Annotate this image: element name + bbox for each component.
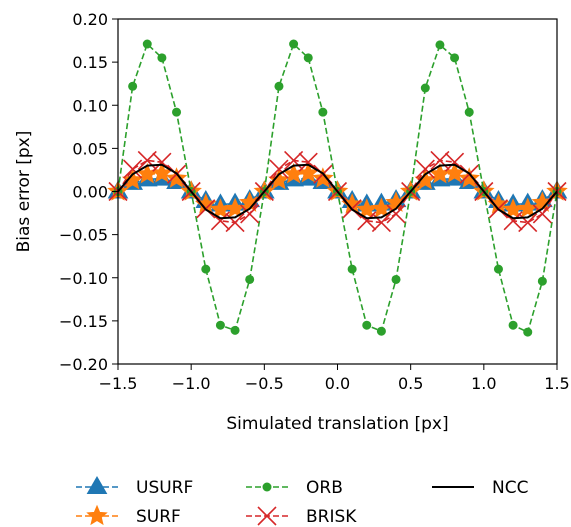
data-point-circle — [230, 325, 240, 335]
y-tick-label: −0.05 — [59, 226, 108, 245]
y-tick-label: 0.00 — [72, 183, 108, 202]
x-axis-ticks: −1.5 −1.0 −0.5 0.0 0.5 1.0 1.5 — [99, 364, 570, 393]
x-tick-label: −1.5 — [99, 374, 138, 393]
data-point-circle — [537, 276, 547, 286]
series-ncc — [117, 163, 558, 220]
data-point-circle — [215, 320, 225, 330]
x-tick-label: 0.5 — [398, 374, 423, 393]
y-tick-label: −0.20 — [59, 355, 108, 374]
y-tick-label: 0.15 — [72, 53, 108, 72]
data-point-circle — [262, 482, 272, 492]
legend-entry-orb: ORB — [246, 478, 343, 498]
legend-entry-brisk: BRISK — [246, 506, 357, 527]
data-point-circle — [274, 81, 284, 91]
data-point-circle — [172, 107, 182, 117]
data-point-circle — [376, 326, 386, 336]
y-tick-label: 0.05 — [72, 139, 108, 158]
data-point-circle — [523, 327, 533, 337]
data-point-star — [165, 167, 188, 188]
data-point-circle — [362, 320, 372, 330]
data-point-star — [312, 167, 334, 188]
data-point-star — [458, 167, 480, 188]
legend-entry-usurf: USURF — [76, 475, 193, 498]
legend-entry-ncc: NCC — [432, 478, 528, 498]
data-point-circle — [201, 264, 211, 274]
x-axis-label: Simulated translation [px] — [226, 414, 448, 434]
data-point-x — [518, 212, 538, 233]
legend-label: BRISK — [306, 507, 357, 527]
legend-label: SURF — [136, 507, 181, 527]
series-line-ncc — [117, 163, 558, 220]
data-point-x — [269, 159, 289, 179]
y-tick-label: 0.20 — [72, 10, 108, 29]
legend-label: USURF — [136, 478, 193, 498]
data-point-circle — [347, 264, 357, 274]
data-point-x — [240, 204, 260, 224]
data-point-x — [257, 506, 277, 526]
legend-label: NCC — [492, 478, 528, 498]
data-point-star — [86, 504, 108, 526]
data-point-x — [371, 212, 391, 233]
y-tick-label: −0.10 — [59, 269, 108, 288]
data-point-circle — [391, 274, 401, 284]
data-point-circle — [142, 39, 152, 49]
x-tick-label: 0.0 — [325, 374, 350, 393]
series-layer — [107, 39, 568, 337]
legend-entry-surf: SURF — [76, 504, 181, 527]
y-axis-label: Bias error [px] — [14, 131, 34, 253]
data-point-circle — [508, 320, 518, 330]
data-point-circle — [435, 40, 445, 50]
data-point-circle — [303, 53, 313, 63]
data-point-circle — [420, 83, 430, 93]
data-point-circle — [289, 39, 299, 49]
x-tick-label: −0.5 — [245, 374, 284, 393]
y-tick-label: −0.15 — [59, 312, 108, 331]
data-point-x — [415, 159, 435, 179]
legend: USURF SURF ORB BRISK NCC — [76, 475, 528, 527]
data-point-circle — [493, 264, 503, 274]
data-point-x — [123, 159, 143, 179]
y-tick-label: 0.10 — [72, 96, 108, 115]
data-point-circle — [245, 274, 255, 284]
data-point-circle — [450, 53, 460, 63]
data-point-triangle — [86, 475, 108, 494]
data-point-x — [386, 204, 406, 224]
data-point-x — [225, 212, 245, 233]
x-tick-label: 1.5 — [544, 374, 569, 393]
data-point-x — [532, 204, 552, 224]
data-point-circle — [157, 53, 167, 63]
x-tick-label: 1.0 — [471, 374, 496, 393]
y-axis-ticks: 0.20 0.15 0.10 0.05 0.00 −0.05 −0.10 −0.15 −0.20 — [59, 10, 118, 374]
data-point-circle — [464, 107, 474, 117]
x-tick-label: −1.0 — [172, 374, 211, 393]
data-point-circle — [318, 107, 328, 117]
legend-label: ORB — [306, 478, 343, 498]
data-point-circle — [128, 81, 138, 91]
